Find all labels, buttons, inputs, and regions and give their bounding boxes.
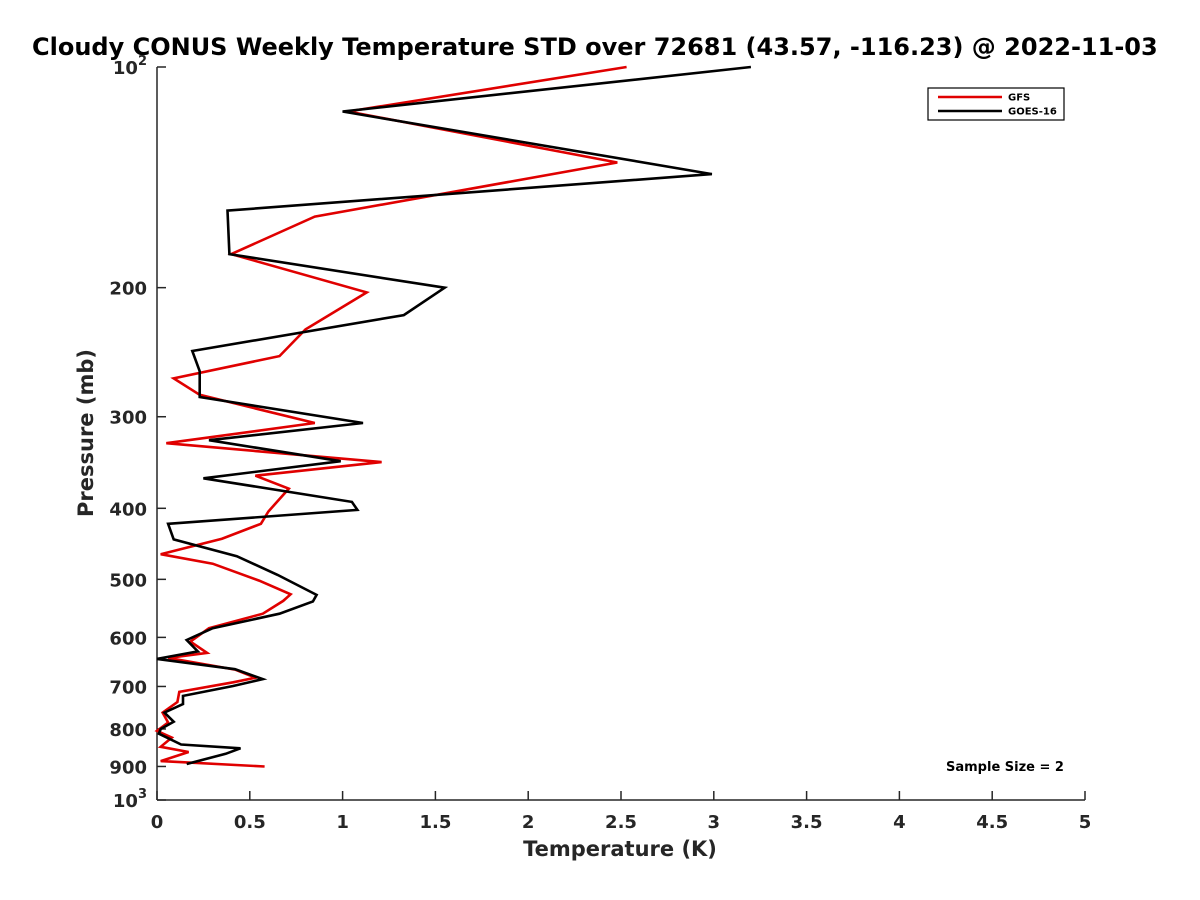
y-axis-ticks: 102 200 300 400 500 600 700 800 900 103 [109, 54, 166, 812]
y-tick-label: 300 [109, 408, 147, 429]
x-tick-label: 0 [151, 812, 164, 833]
x-tick-label: 0.5 [234, 812, 266, 833]
y-tick-label: 103 [113, 787, 147, 812]
y-axis-label: Pressure (mb) [74, 349, 98, 517]
y-tick-label: 700 [109, 677, 147, 698]
legend-label: GFS [1008, 93, 1030, 104]
x-tick-label: 3 [708, 812, 721, 833]
legend: GFS GOES-16 [927, 87, 1065, 121]
y-tick-label: 900 [109, 757, 147, 778]
chart-title: Cloudy CONUS Weekly Temperature STD over… [32, 33, 1158, 61]
series-line-gfs [154, 65, 627, 768]
x-tick-label: 2 [522, 812, 535, 833]
x-axis-label: Temperature (K) [523, 837, 717, 861]
y-tick-label: 102 [113, 54, 147, 79]
x-tick-label: 4.5 [976, 812, 1008, 833]
x-axis-ticks: 0 0.5 1 1.5 2 2.5 3 3.5 4 4.5 5 [151, 791, 1092, 833]
x-tick-label: 5 [1079, 812, 1092, 833]
y-tick-label: 800 [109, 720, 147, 741]
y-tick-label: 400 [109, 499, 147, 520]
y-tick-label: 200 [109, 279, 147, 300]
legend-box [927, 87, 1065, 121]
y-tick-label: 500 [109, 570, 147, 591]
sample-size-annotation: Sample Size = 2 [946, 760, 1064, 775]
x-tick-label: 1.5 [419, 812, 451, 833]
series-line-goes-16 [156, 65, 752, 766]
legend-label: GOES-16 [1008, 107, 1057, 118]
x-tick-label: 4 [893, 812, 906, 833]
y-tick-label: 600 [109, 628, 147, 649]
series-layer [154, 65, 752, 768]
x-tick-label: 1 [336, 812, 349, 833]
x-tick-label: 3.5 [791, 812, 823, 833]
x-tick-label: 2.5 [605, 812, 637, 833]
